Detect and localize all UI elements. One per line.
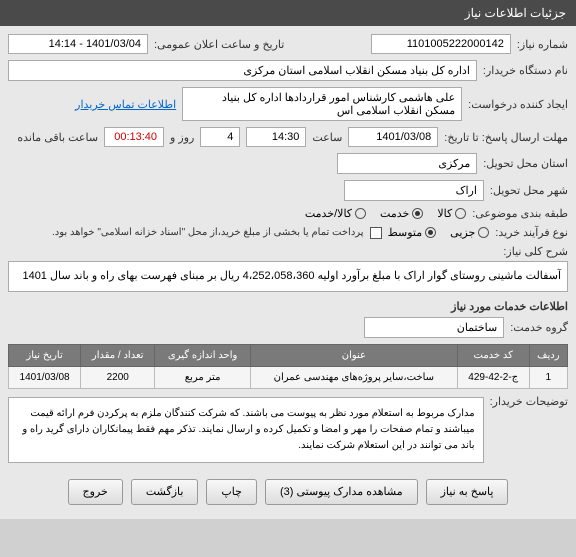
radio-medium[interactable]: متوسط	[388, 226, 437, 239]
services-title: اطلاعات خدمات مورد نیاز	[8, 300, 568, 313]
radio-icon	[425, 227, 436, 238]
attachments-label: مشاهده مدارک پیوستی (3)	[280, 485, 403, 498]
cell-code: ج-2-42-429	[457, 366, 529, 388]
radio-icon	[355, 208, 366, 219]
requester-field: علی هاشمی کارشناس امور قراردادها اداره ک…	[182, 87, 462, 121]
payment-checkbox[interactable]	[370, 227, 382, 239]
radio-service[interactable]: خدمت	[380, 207, 423, 220]
cell-index: 1	[529, 366, 567, 388]
radio-medium-label: متوسط	[388, 226, 423, 239]
explain-label: توضیحات خریدار:	[490, 395, 568, 408]
cell-date: 1401/03/08	[9, 366, 81, 388]
back-button[interactable]: بازگشت	[131, 479, 199, 505]
print-label: چاپ	[221, 485, 242, 498]
cell-unit: متر مربع	[155, 366, 251, 388]
city-field: اراک	[344, 180, 484, 201]
radio-icon	[455, 208, 466, 219]
cell-title: ساخت،سایر پروژه‌های مهندسی عمران	[250, 366, 457, 388]
exit-button[interactable]: خروج	[68, 479, 123, 505]
print-button[interactable]: چاپ	[206, 479, 257, 505]
th-title: عنوان	[250, 344, 457, 366]
explain-field: مدارک مربوط به استعلام مورد نظر به پیوست…	[8, 397, 484, 463]
desc-field: آسفالت ماشینی روستای گوار اراک با مبلغ ب…	[8, 261, 568, 292]
need-number-label: شماره نیاز:	[517, 38, 568, 51]
buyer-field: اداره کل بنیاد مسکن انقلاب اسلامی استان …	[8, 60, 477, 81]
budget-radio-group: جزیی متوسط	[388, 226, 490, 239]
back-label: بازگشت	[146, 485, 184, 498]
radio-service-label: خدمت	[380, 207, 409, 220]
requester-label: ایجاد کننده درخواست:	[468, 98, 568, 111]
respond-label: پاسخ به نیاز	[441, 485, 494, 498]
deadline-label: مهلت ارسال پاسخ: تا تاریخ:	[444, 131, 568, 144]
need-number-field: 1101005222000142	[371, 34, 511, 54]
group-field: ساختمان	[364, 317, 504, 338]
category-label: طبقه بندی موضوعی:	[472, 207, 568, 220]
radio-icon	[478, 227, 489, 238]
table-row: 1 ج-2-42-429 ساخت،سایر پروژه‌های مهندسی …	[9, 366, 568, 388]
th-unit: واحد اندازه گیری	[155, 344, 251, 366]
services-table: ردیف کد خدمت عنوان واحد اندازه گیری تعدا…	[8, 344, 568, 389]
respond-button[interactable]: پاسخ به نیاز	[426, 479, 509, 505]
time-label-1: ساعت	[312, 131, 342, 144]
announce-field: 1401/03/04 - 14:14	[8, 34, 148, 54]
page-title: جزئیات اطلاعات نیاز	[465, 6, 566, 20]
radio-goods[interactable]: کالا	[437, 207, 466, 220]
days-label: روز و	[170, 131, 194, 144]
countdown-field: 00:13:40	[104, 127, 164, 147]
cell-qty: 2200	[81, 366, 155, 388]
radio-both-label: کالا/خدمت	[305, 207, 352, 220]
payment-note: پرداخت تمام یا بخشی از مبلغ خرید،از محل …	[52, 227, 364, 238]
city-label: شهر محل تحویل:	[490, 184, 568, 197]
th-index: ردیف	[529, 344, 567, 366]
province-label: استان محل تحویل:	[483, 157, 568, 170]
radio-small-label: جزیی	[450, 226, 475, 239]
deadline-time-field: 14:30	[246, 127, 306, 147]
radio-small[interactable]: جزیی	[450, 226, 489, 239]
buyer-label: نام دستگاه خریدار:	[483, 64, 568, 77]
province-field: مرکزی	[337, 153, 477, 174]
exit-label: خروج	[83, 485, 108, 498]
radio-goods-label: کالا	[437, 207, 452, 220]
radio-icon	[412, 208, 423, 219]
announce-label: تاریخ و ساعت اعلان عمومی:	[154, 38, 284, 51]
attachments-button[interactable]: مشاهده مدارک پیوستی (3)	[265, 479, 418, 505]
th-qty: تعداد / مقدار	[81, 344, 155, 366]
contact-link[interactable]: اطلاعات تماس خریدار	[75, 98, 176, 111]
th-code: کد خدمت	[457, 344, 529, 366]
remaining-label: ساعت باقی مانده	[17, 131, 98, 144]
table-header-row: ردیف کد خدمت عنوان واحد اندازه گیری تعدا…	[9, 344, 568, 366]
button-bar: پاسخ به نیاز مشاهده مدارک پیوستی (3) چاپ…	[8, 469, 568, 511]
th-date: تاریخ نیاز	[9, 344, 81, 366]
desc-label: شرح کلی نیاز:	[503, 246, 568, 258]
form-content: شماره نیاز: 1101005222000142 تاریخ و ساع…	[0, 26, 576, 519]
days-field: 4	[200, 127, 240, 147]
group-label: گروه خدمت:	[510, 321, 568, 334]
budget-label: نوع فرآیند خرید:	[495, 226, 568, 239]
deadline-date-field: 1401/03/08	[348, 127, 438, 147]
page-header: جزئیات اطلاعات نیاز	[0, 0, 576, 26]
category-radio-group: کالا خدمت کالا/خدمت	[305, 207, 466, 220]
radio-both[interactable]: کالا/خدمت	[305, 207, 366, 220]
